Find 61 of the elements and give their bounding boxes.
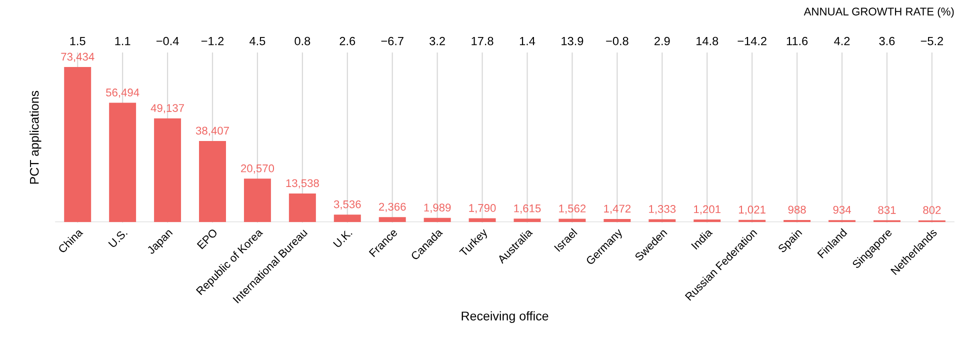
text: 14.8 [696,36,718,46]
text: 3.2 [430,36,445,46]
text: −5.2 [920,36,944,46]
text: 0.8 [294,36,310,46]
bar [199,140,226,222]
data-label: 3,536 [334,200,361,210]
data-label: 20,570 [241,164,274,174]
text: 3.6 [879,36,895,46]
data-label: 1,790 [469,204,496,214]
text: 4.5 [250,37,266,46]
text: 17.8 [472,36,494,46]
bar [468,218,496,222]
data-label: 934 [833,206,851,214]
bar [694,220,721,222]
bar [244,178,271,222]
data-label: 1,615 [514,204,541,214]
text: −1.2 [201,36,224,46]
data-label: 38,407 [196,126,229,136]
bar [738,220,766,222]
text: 4.2 [834,36,850,46]
text: −0.4 [156,36,179,46]
bar [514,218,541,222]
data-label: 831 [878,206,896,214]
x-axis-title: Receiving office [462,311,548,323]
text: 1.1 [115,37,130,46]
bar [64,67,92,222]
bar [288,193,316,222]
bar [154,118,182,222]
data-label: 13,538 [286,179,319,188]
bar [109,102,136,222]
text: −6.7 [381,36,404,46]
data-label: 49,137 [150,104,184,114]
bar [558,218,586,222]
text: 13.9 [562,36,584,46]
x-tick-label: U.K. [333,228,352,248]
bar [604,218,631,222]
data-label: 1,562 [559,204,586,214]
data-label: 1,989 [424,204,451,213]
bar [378,217,406,222]
data-label: 2,366 [379,202,406,212]
text: −0.8 [606,36,628,46]
text: 1.4 [520,37,536,46]
text: 1.5 [70,37,86,46]
data-label: 988 [788,206,806,214]
x-tick-label: U.S. [108,228,128,248]
text: 11.6 [786,36,808,46]
y-axis-title: PCT applications [30,90,42,184]
text: −14.2 [738,36,766,46]
data-label: 73,434 [61,52,94,62]
data-label: 1,021 [739,206,766,215]
data-label: 56,494 [106,88,140,98]
data-label: 1,472 [604,204,631,214]
bar [424,218,451,222]
bar [334,214,361,222]
data-label: 1,333 [649,205,676,214]
data-label: 802 [923,206,941,214]
data-label: 1,201 [694,205,720,214]
bar [784,220,811,222]
text: 2.6 [340,36,356,46]
text: 2.9 [654,36,670,46]
text: ANNUAL GROWTH RATE (%) [804,7,954,18]
